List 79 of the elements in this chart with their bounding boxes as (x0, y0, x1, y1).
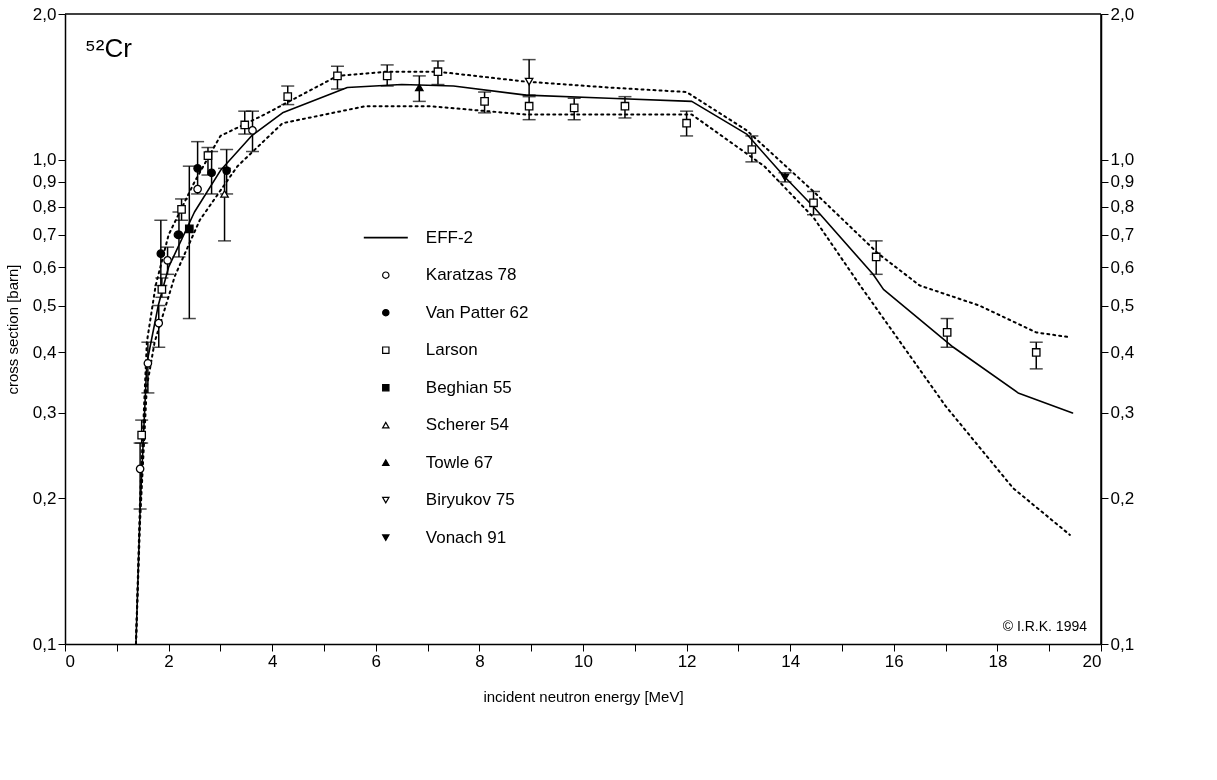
point (157, 284, 167, 294)
y-tick-label: 1,0 (32, 150, 57, 170)
text: 2,0 (1110, 4, 1135, 24)
text: 0,7 (1110, 225, 1135, 245)
y-tick-label: 0,4 (32, 342, 57, 362)
x-axis-title: incident neutron energy [MeV] (483, 687, 684, 705)
point (569, 103, 579, 113)
point (193, 184, 202, 194)
annotation: © I.R.K. 1994 (1002, 618, 1088, 634)
point (809, 198, 818, 208)
x-tick-label: 6 (371, 651, 382, 671)
y-tick-label: 0,6 (32, 257, 57, 277)
y-axis-title: cross section [barn] (3, 264, 21, 395)
y-tick-label: 0,1 (32, 634, 57, 654)
x-tick-label: 8 (475, 651, 485, 671)
point (240, 120, 250, 130)
point (433, 67, 443, 77)
point (620, 101, 630, 111)
point (163, 255, 172, 265)
point (382, 71, 392, 81)
point (524, 77, 534, 86)
point (184, 224, 194, 234)
point (137, 430, 147, 440)
x-tick-label: 14 (781, 651, 801, 671)
y-tick-label: 0,5 (32, 296, 57, 316)
legend-label: Larson (425, 340, 478, 360)
text: 0,4 (1110, 342, 1135, 362)
text: 0,1 (1110, 634, 1135, 654)
point (156, 249, 166, 258)
x-tick-label: 18 (988, 651, 1008, 671)
point (283, 92, 293, 102)
x-tick-label: 4 (267, 651, 278, 671)
legend-label: Biryukov 75 (425, 490, 515, 510)
y-tick-label: 0,8 (32, 197, 57, 217)
point (143, 358, 153, 368)
point (480, 97, 489, 106)
point (524, 101, 534, 111)
point (154, 318, 164, 328)
y-tick-label: 0,7 (32, 225, 57, 245)
text: 0,6 (1110, 257, 1135, 277)
point (177, 204, 186, 214)
text: 0,3 (1110, 403, 1135, 423)
legend-label: Beghian 55 (425, 377, 512, 397)
x-tick-label: 20 (1082, 651, 1102, 671)
text: 0,2 (1110, 488, 1135, 508)
text: 0,9 (1110, 172, 1135, 192)
x-tick-label: 10 (574, 651, 593, 671)
point (1031, 348, 1041, 357)
point (871, 252, 881, 262)
point (942, 328, 952, 337)
point (220, 190, 229, 198)
x-tick-label: 16 (884, 651, 904, 671)
legend-label: Van Patter 62 (425, 302, 529, 322)
legend-label: Vonach 91 (425, 527, 507, 547)
x-tick-label: 12 (677, 651, 697, 671)
point (414, 83, 424, 92)
y-tick-label: 0,3 (32, 403, 57, 423)
text: 0,5 (1110, 296, 1135, 316)
point (203, 151, 213, 160)
point (222, 166, 231, 175)
legend-label: Scherer 54 (425, 415, 509, 435)
legend-label: Karatzas 78 (425, 265, 517, 285)
point (135, 464, 145, 474)
point (248, 126, 257, 135)
point (333, 71, 342, 81)
y-tick-label: 0,2 (32, 488, 57, 508)
point (207, 168, 216, 178)
y-tick-label: 0,9 (32, 172, 57, 192)
annotation: ⁵²Cr (85, 33, 133, 63)
legend-label: Towle 67 (425, 452, 493, 472)
point (747, 145, 757, 154)
text: 1,0 (1110, 150, 1135, 170)
y-tick-label: 2,0 (32, 4, 57, 24)
point (682, 118, 691, 128)
point (193, 164, 202, 173)
legend-label: EFF-2 (425, 227, 474, 247)
text: 0,8 (1110, 197, 1135, 217)
x-tick-label: 0 (65, 651, 75, 671)
x-tick-label: 2 (164, 651, 174, 671)
